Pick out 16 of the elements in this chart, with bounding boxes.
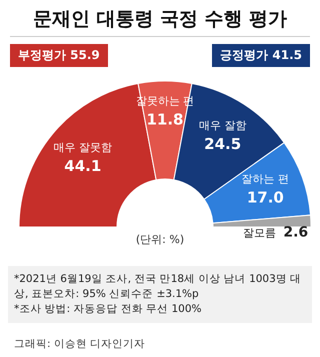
text: (단위: %): [136, 233, 184, 246]
data-label: 44.1: [64, 156, 102, 175]
slice-label: 매우 잘못함: [54, 140, 112, 154]
slice-label: 잘하는 편: [242, 172, 290, 186]
data-label: 11.8: [146, 110, 184, 128]
slice-label: 잘모름: [242, 226, 280, 240]
text: *조사 방법: 자동응답 전화 무선 100%: [14, 302, 202, 317]
slice-label: 매우 잘함: [198, 119, 246, 132]
chart-title: 문재인 대통령 국정 수행 평가: [32, 7, 288, 32]
data-label: 2.6: [283, 224, 308, 241]
text: *2021년 6월19일 조사, 전국 만18세 이상 남녀 1003명 대상, 표본오차: 95% 신뢰수준 ±3.1%p: [14, 272, 302, 302]
text: 그래픽: 이승현 디자인기자: [14, 337, 146, 351]
text: 부정평가 55.9: [10, 44, 108, 67]
data-label: 24.5: [204, 135, 242, 154]
text: 긍정평가 41.5: [212, 44, 310, 67]
data-label: 17.0: [246, 188, 284, 207]
